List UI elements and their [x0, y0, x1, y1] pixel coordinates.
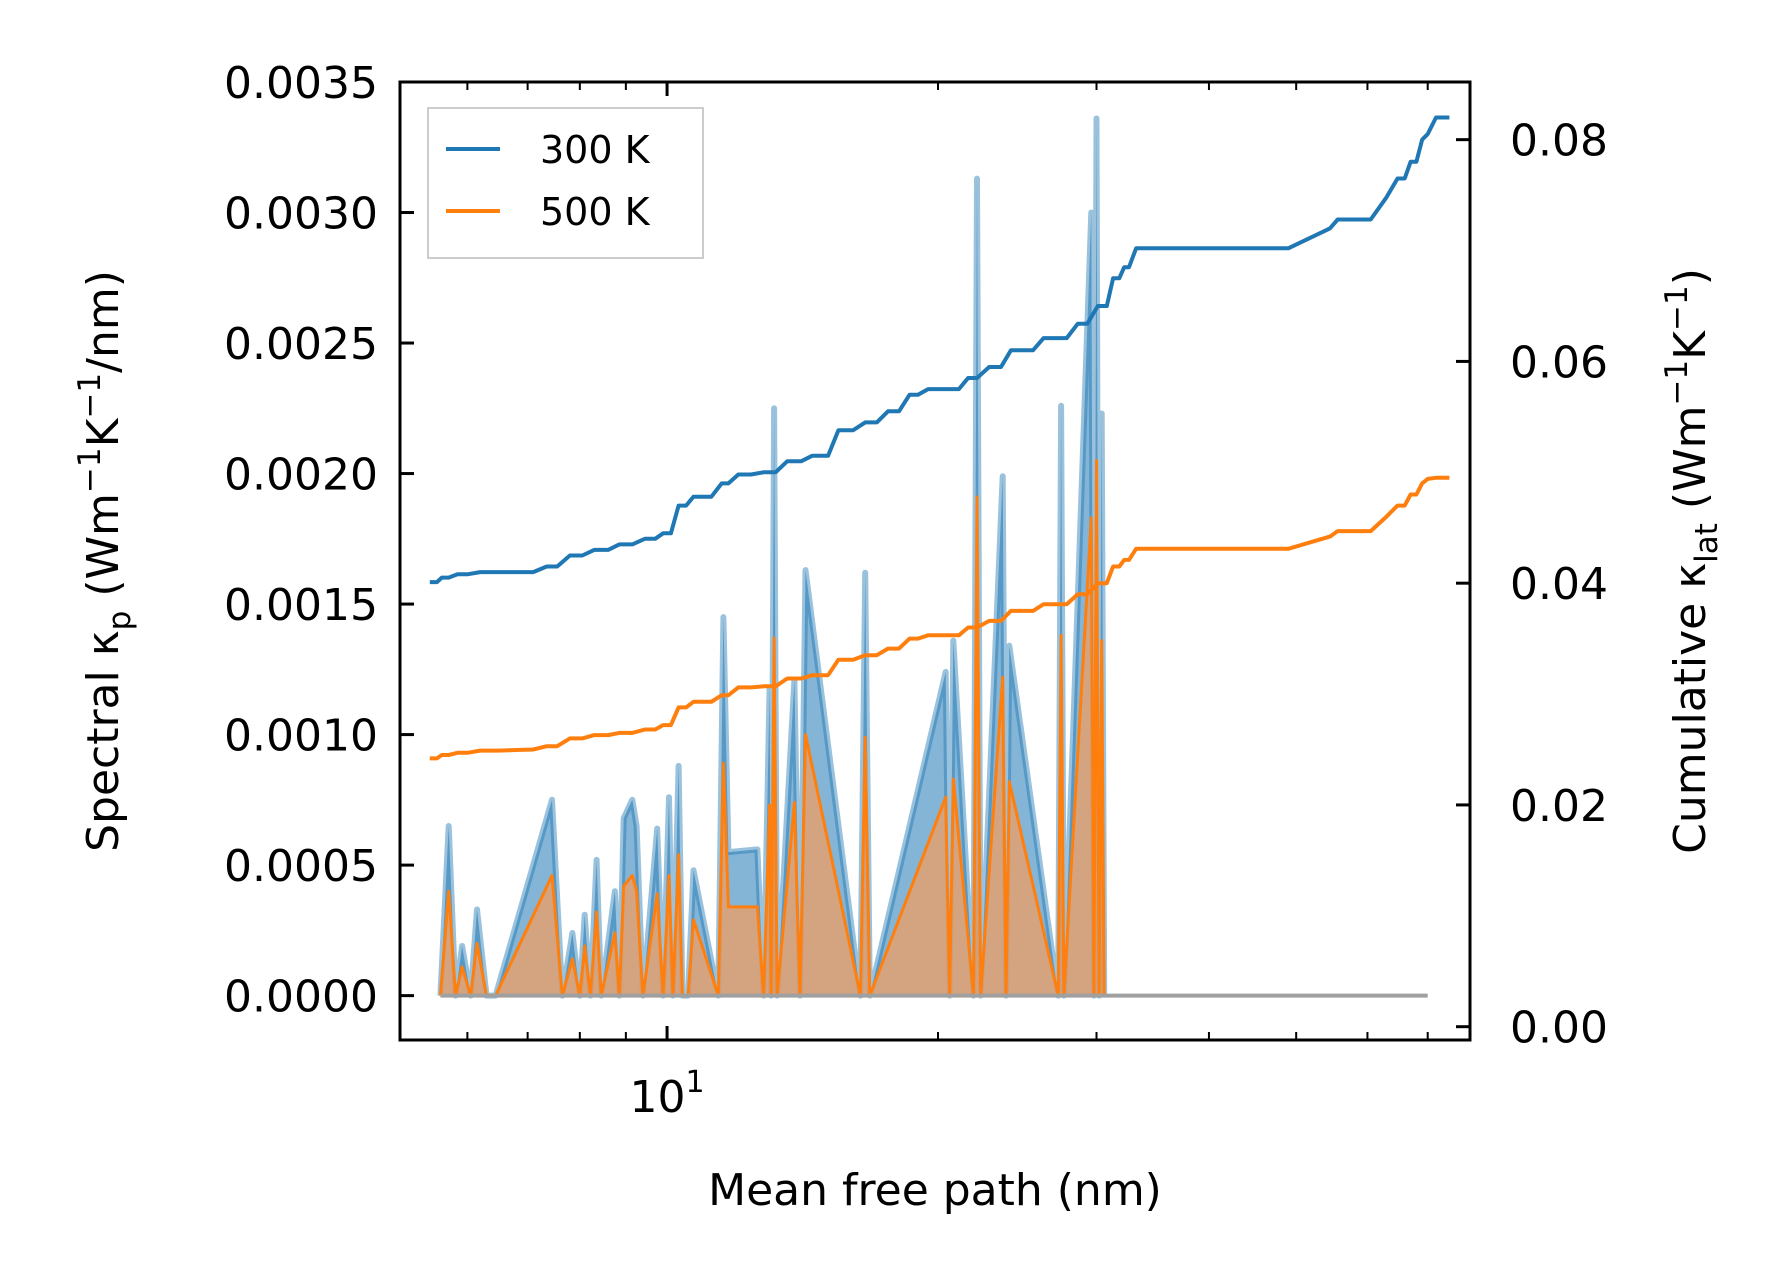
spectral-300k-area — [440, 118, 1105, 996]
y-left-tick-label: 0.0030 — [224, 189, 378, 240]
x-axis-label: Mean free path (nm) — [708, 1165, 1162, 1216]
y-left-tick-label: 0.0005 — [224, 841, 378, 892]
y-left-label-sub: p — [102, 611, 138, 631]
legend: 300 K 500 K — [427, 107, 704, 259]
legend-label-500k: 500 K — [540, 190, 651, 234]
y-right-label-main: Cumulative κ — [1665, 563, 1716, 854]
x-tick-label-10: 101 — [630, 1065, 705, 1123]
y-left-tick-label: 0.0025 — [224, 319, 378, 370]
y-left-tick-label: 0.0035 — [224, 58, 378, 109]
y-left-tick-label: 0.0000 — [224, 972, 378, 1023]
y-axis-right-label: Cumulative κlat (Wm−1K−1) — [1659, 268, 1725, 854]
y-left-tick-label: 0.0015 — [224, 580, 378, 631]
ticks-layer: 0.0000 0.0005 0.0010 0.0015 0.0020 0.0025 0.00… — [224, 58, 1608, 1054]
legend-label-300k: 300 K — [540, 128, 651, 172]
cumulative-500k-line — [429, 475, 1450, 761]
y-right-tick-label: 0.04 — [1510, 559, 1608, 610]
y-left-tick-label: 0.0010 — [224, 711, 378, 762]
spectral-500k-line — [438, 459, 1106, 998]
cumulative-300k-line — [429, 115, 1450, 585]
spectral-500k-area — [440, 460, 1105, 996]
y-right-label-sub: lat — [1689, 523, 1725, 563]
y-right-tick-label: 0.00 — [1510, 1003, 1608, 1054]
y-right-tick-label: 0.08 — [1510, 116, 1608, 167]
y-right-tick-label: 0.02 — [1510, 781, 1608, 832]
y-left-label-main: Spectral κ — [78, 630, 129, 852]
series-layer — [429, 115, 1450, 999]
y-right-tick-label: 0.06 — [1510, 337, 1608, 388]
y-left-tick-label: 0.0020 — [224, 450, 378, 501]
legend-box — [427, 107, 704, 259]
plot-frame — [398, 80, 1472, 1042]
y-axis-left-label: Spectral κp (Wm−1K−1/nm) — [72, 270, 138, 852]
